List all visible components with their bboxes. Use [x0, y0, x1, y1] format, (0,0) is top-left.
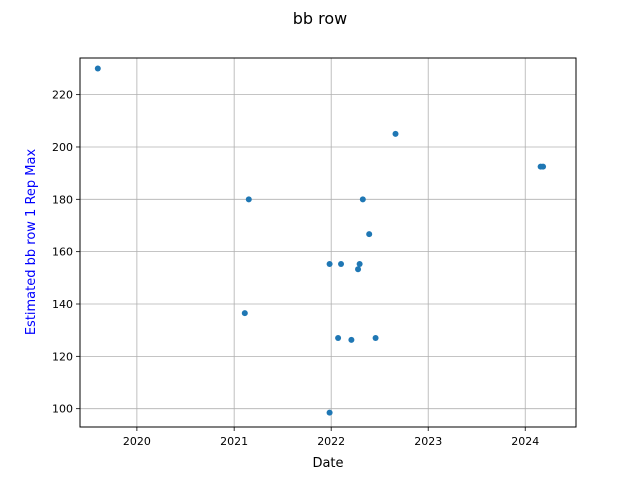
data-point — [392, 130, 399, 137]
data-point — [94, 65, 101, 72]
data-points — [94, 65, 547, 416]
data-point — [335, 335, 342, 342]
data-point — [326, 260, 333, 267]
data-point — [372, 335, 379, 342]
data-point — [359, 196, 366, 203]
x-tick-label: 2020 — [123, 435, 151, 448]
y-tick-label: 220 — [52, 89, 73, 102]
data-point — [338, 260, 345, 267]
data-point — [356, 260, 363, 267]
y-tick-label: 180 — [52, 193, 73, 206]
data-point — [245, 196, 252, 203]
grid — [80, 58, 576, 427]
x-tick-label: 2023 — [414, 435, 442, 448]
data-point — [355, 266, 362, 273]
y-tick-label: 200 — [52, 141, 73, 154]
y-tick-label: 140 — [52, 298, 73, 311]
y-tick-label: 100 — [52, 403, 73, 416]
plot-frame — [79, 57, 577, 428]
x-tick-label: 2021 — [220, 435, 248, 448]
y-axis-label: Estimated bb row 1 Rep Max — [24, 149, 39, 336]
x-tick-label: 2024 — [511, 435, 539, 448]
data-point — [241, 310, 248, 317]
data-point — [540, 163, 547, 170]
chart-title: bb row — [293, 9, 348, 28]
data-point — [366, 231, 373, 238]
x-ticks: 2020 2021 2022 2023 2024 — [123, 427, 539, 448]
data-point — [348, 336, 355, 343]
x-axis-label: Date — [312, 456, 343, 471]
data-point — [326, 409, 333, 416]
x-tick-label: 2022 — [317, 435, 345, 448]
y-tick-label: 120 — [52, 350, 73, 363]
y-ticks: 100 120 140 160 180 200 220 — [52, 89, 80, 416]
y-tick-label: 160 — [52, 246, 73, 259]
